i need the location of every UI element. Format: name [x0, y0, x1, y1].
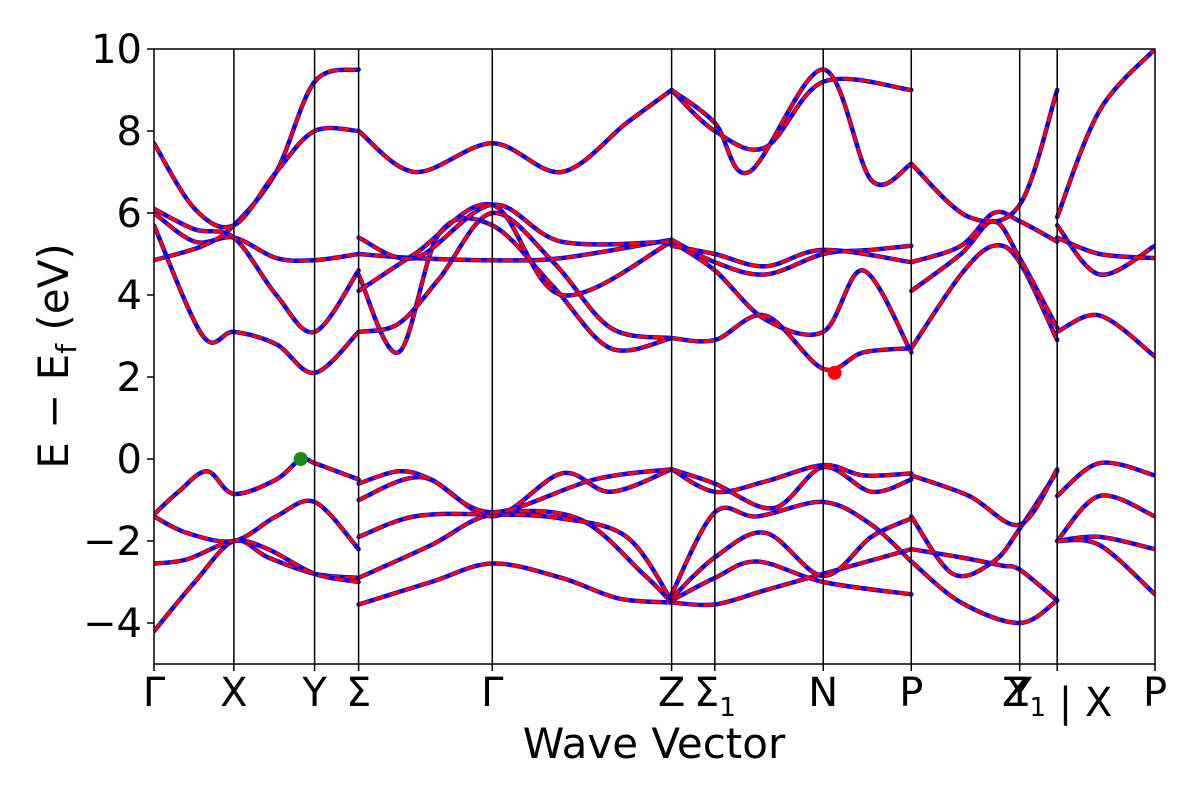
x-tick-label: N [808, 670, 838, 716]
marker-cbm [827, 365, 842, 380]
x-tick-label: X [220, 670, 247, 716]
band-line-26 [154, 67, 360, 262]
band-line-22 [1057, 538, 1155, 596]
band-series-layer [154, 49, 1155, 634]
x-tick-label: Γ [481, 670, 504, 716]
band-line-overlay-40 [909, 243, 1060, 351]
band-line-40 [909, 243, 1059, 350]
y-tick-label: −2 [83, 519, 142, 565]
band-line-0 [154, 538, 359, 633]
band-line-32 [357, 203, 672, 261]
band-line-9 [671, 547, 912, 607]
y-tick-label: 8 [117, 109, 142, 155]
plot-frame [153, 48, 1156, 665]
band-line-overlay-45 [1054, 223, 1155, 277]
band-line-10 [670, 559, 912, 602]
x-axis-title: Wave Vector [523, 719, 786, 768]
band-line-14 [671, 465, 912, 510]
y-tick-label: 10 [91, 27, 142, 73]
band-line-47 [1055, 49, 1155, 218]
band-line-13 [670, 463, 912, 494]
band-line-1 [154, 539, 359, 584]
band-line-overlay-25 [154, 206, 361, 335]
band-line-overlay-1 [154, 538, 361, 585]
band-line-overlay-33 [356, 87, 674, 175]
band-line-44 [1056, 313, 1155, 358]
band-line-36 [670, 238, 912, 277]
band-line-43 [910, 89, 1059, 224]
x-tick-label: Γ [143, 670, 166, 716]
band-line-28 [357, 216, 672, 355]
extrema-markers [293, 365, 842, 466]
band-line-overlay-16 [909, 546, 1060, 603]
band-line-6 [358, 512, 673, 602]
band-line-12 [670, 500, 913, 596]
marker-vbm [293, 452, 308, 466]
band-line-overlay-19 [1054, 460, 1155, 499]
band-line-18 [910, 468, 1059, 527]
y-axis-title: E − Ef (eV) [29, 243, 83, 469]
band-line-23 [154, 224, 360, 375]
band-line-19 [1056, 460, 1155, 498]
x-tick-label: Y [1006, 670, 1032, 716]
band-line-2 [154, 499, 360, 551]
x-tick-label: Σ1 [694, 670, 736, 723]
y-tick-label: 2 [117, 355, 142, 401]
x-tick-label: Y [301, 670, 327, 716]
band-line-overlay-27 [154, 125, 361, 230]
x-tick-label: Σ [346, 670, 371, 716]
x-tick-label: Z1 | X [1002, 670, 1112, 726]
band-line-29 [358, 211, 672, 340]
band-line-7 [357, 467, 673, 519]
band-line-37 [671, 244, 912, 268]
band-line-30 [358, 238, 672, 263]
band-line-overlay-20 [1054, 493, 1155, 544]
y-tick-label: 4 [117, 273, 142, 319]
band-line-34 [671, 313, 912, 372]
x-tick-label: Z [658, 670, 685, 716]
band-line-46 [1056, 236, 1155, 260]
high-symmetry-lines [233, 49, 1058, 664]
x-tick-label: P [1143, 670, 1167, 716]
band-line-16 [911, 547, 1059, 602]
band-line-overlay-18 [909, 467, 1060, 528]
band-line-4 [358, 561, 672, 607]
y-axis-ticks: −4 −2 0 2 4 6 8 10 [83, 27, 154, 647]
x-tick-label: P [899, 670, 923, 716]
band-line-11 [670, 517, 912, 600]
y-tick-label: 6 [117, 191, 142, 237]
band-line-27 [154, 126, 359, 229]
band-line-24 [154, 211, 359, 263]
y-tick-label: −4 [83, 601, 142, 647]
band-line-41 [910, 219, 1059, 329]
band-line-15 [910, 560, 1059, 625]
band-line-45 [1055, 224, 1155, 277]
band-line-overlay-26 [154, 67, 361, 263]
band-line-5 [357, 509, 673, 604]
band-line-overlay-43 [909, 87, 1060, 225]
band-line-8 [358, 467, 672, 514]
y-tick-label: 0 [117, 437, 142, 483]
band-line-overlay-47 [1054, 49, 1155, 220]
band-line-overlay-0 [154, 538, 361, 634]
band-line-42 [910, 210, 1058, 264]
band-line-33 [357, 88, 673, 174]
band-line-3 [154, 456, 360, 516]
